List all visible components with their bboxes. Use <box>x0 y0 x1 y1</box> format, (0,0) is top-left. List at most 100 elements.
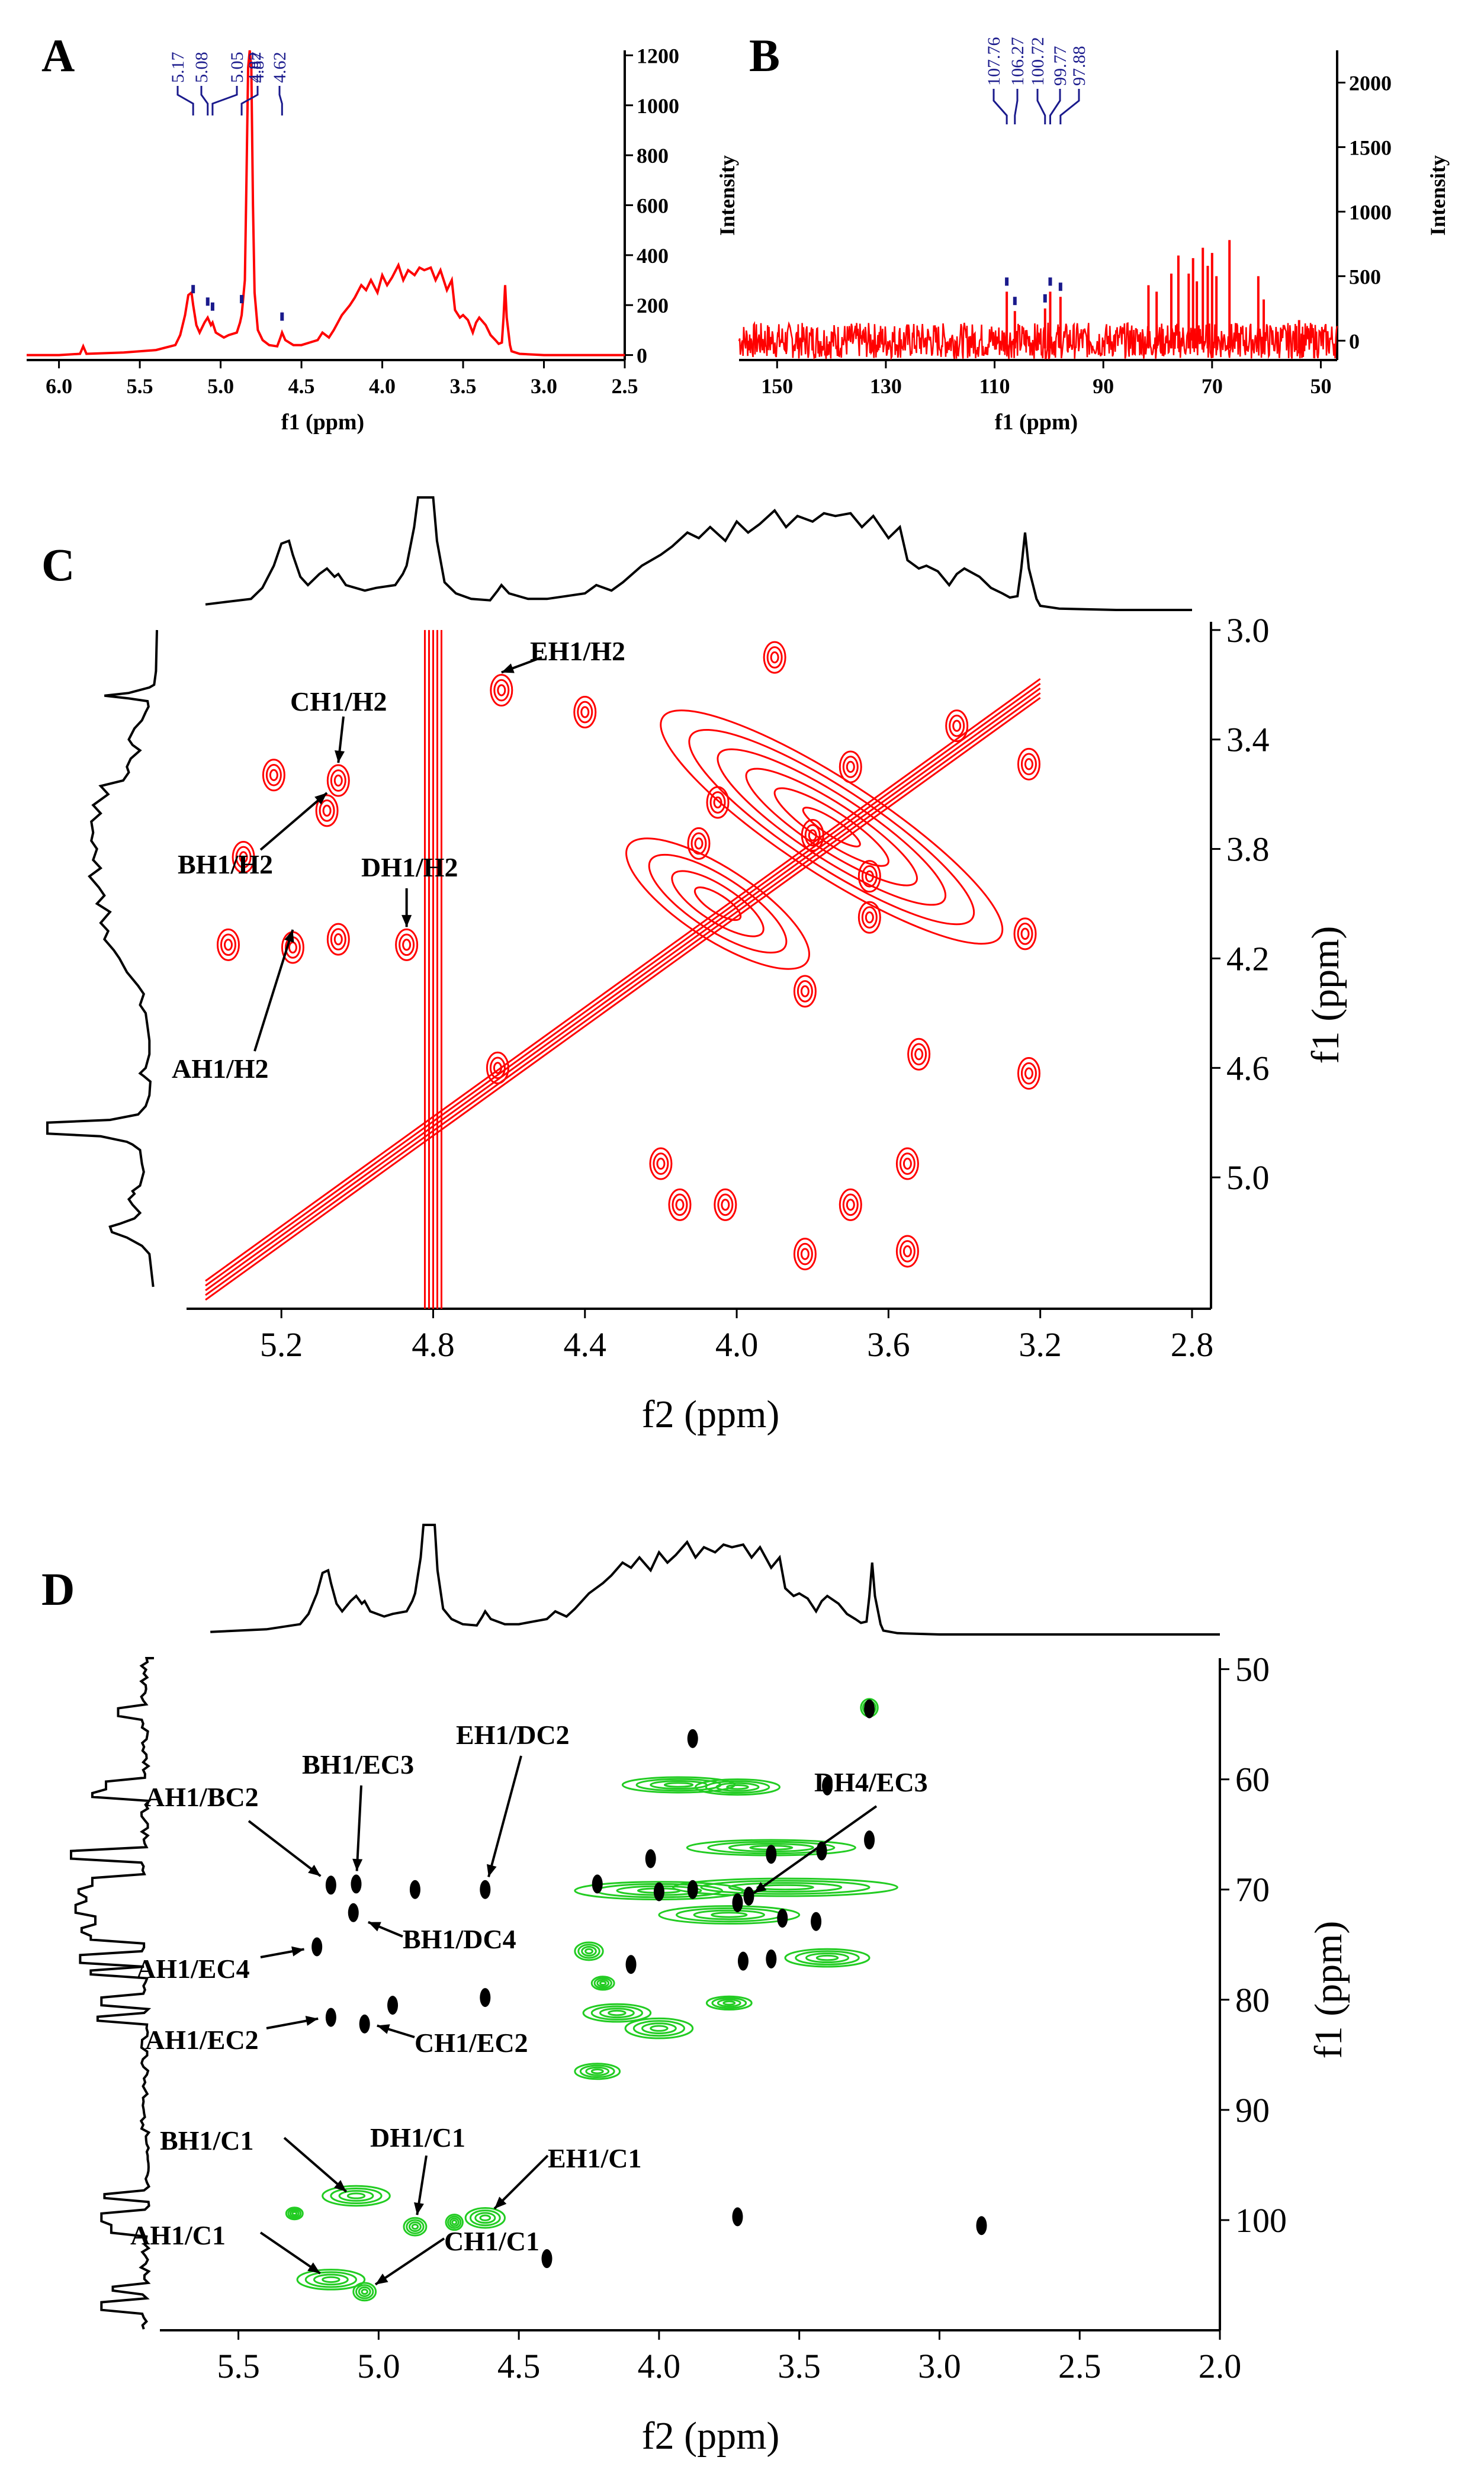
panel-c-y-tick-label: 3.8 <box>1226 830 1270 869</box>
panel-d-black-peak <box>976 2216 987 2236</box>
panel-c-cross-peak <box>763 641 786 674</box>
panel-c-cross-peak <box>333 774 343 787</box>
panel-b-peak-label: 99.77 <box>1051 46 1070 86</box>
panel-d-black-peak <box>480 1988 491 2008</box>
panel-d-annotation-arrowhead <box>352 1858 363 1871</box>
panel-a-x-tick-label: 4.5 <box>288 374 315 398</box>
panel-b-label-leader <box>1049 89 1061 124</box>
panel-c-x-tick-label: 4.0 <box>715 1325 759 1364</box>
panel-d-y-tick-label: 80 <box>1235 1981 1270 2019</box>
panel-d-green-peak <box>596 1979 610 1987</box>
panel-d-black-peak <box>351 1874 362 1894</box>
panel-c-cross-peak <box>497 684 506 696</box>
panel-d-annotation-arrowhead <box>307 2262 320 2273</box>
panel-c-cross-peak <box>839 1188 862 1221</box>
panel-d-green-peak <box>705 1780 770 1794</box>
panel-a-y-tick-label: 1000 <box>637 94 679 118</box>
panel-d-annotation-arrowhead <box>333 2180 346 2192</box>
panel-c-diagonal <box>205 683 1041 1287</box>
panel-c-cross-peak <box>1020 753 1037 776</box>
panel-a-label-leader <box>200 86 209 115</box>
panel-c-cross-peak <box>706 786 730 819</box>
panel-c-diagonal-cluster <box>802 807 861 847</box>
panel-c-cross-peak <box>322 804 332 817</box>
panel-a-x-tick-label: 3.0 <box>531 374 557 398</box>
panel-d-annotation-label: AH1/EC4 <box>136 1954 250 1984</box>
panel-d-green-peak <box>693 1909 765 1920</box>
panel-c-cross-peak <box>486 1051 509 1084</box>
panel-d-green-peak <box>585 2066 610 2076</box>
panel-a-spectrum-line <box>27 50 625 357</box>
panel-a-y-tick-label: 800 <box>637 144 669 168</box>
panel-c-cross-peak <box>895 1147 919 1180</box>
panel-d-green-peak <box>641 2022 677 2035</box>
panel-d-annotation-label: EH1/C1 <box>548 2143 641 2173</box>
panel-c: C 5.2 4.8 4.4 4.0 3.6 3.2 2.8 3.0 3.4 3.8 4.2 4.6 5.… <box>41 496 1347 1436</box>
panel-c-y-tick-label: 4.6 <box>1226 1049 1270 1087</box>
panel-d-black-peak <box>743 1886 754 1906</box>
panel-b-label: B <box>749 30 780 81</box>
panel-d-black-peak <box>732 1893 743 1913</box>
panel-d-green-peak <box>287 2208 302 2219</box>
panel-d-x-tick-label: 2.0 <box>1199 2347 1242 2385</box>
panel-c-cross-peak <box>395 928 419 961</box>
panel-d-green-peak <box>408 2221 422 2233</box>
panel-d-green-peak <box>717 1999 741 2008</box>
panel-a-y-tick-label: 0 <box>637 344 647 368</box>
panel-d-green-peak <box>574 2063 621 2080</box>
panel-c-y-tick-label: 3.0 <box>1226 611 1270 650</box>
panel-c-y-tick-label: 5.0 <box>1226 1158 1270 1197</box>
panel-d-green-peak <box>479 2214 492 2221</box>
panel-d-green-peak <box>313 2273 349 2286</box>
panel-d-green-peak <box>449 2217 460 2227</box>
panel-d-black-peak <box>864 1699 875 1719</box>
panel-d-annotation-arrowhead <box>375 2273 388 2285</box>
panel-c-cross-peak <box>330 928 346 950</box>
panel-c-cross-peak <box>793 975 817 1008</box>
panel-c-cross-peak <box>326 764 350 797</box>
panel-b-label-leader <box>1014 89 1019 124</box>
panel-d-black-peak <box>645 1849 656 1868</box>
panel-d-green-peak <box>574 1941 604 1961</box>
panel-c-cross-peak <box>319 799 335 822</box>
panel-c-diagonal-cluster <box>671 870 765 937</box>
panel-b-x-tick-label: 150 <box>761 374 793 398</box>
panel-a-y-tick-label: 600 <box>637 194 669 218</box>
panel-a-peak-label: 4.82 <box>245 52 265 83</box>
panel-d-green-peak <box>590 2005 643 2021</box>
panel-d-green-peak <box>694 1778 781 1796</box>
panel-c-cross-peak <box>899 1240 916 1263</box>
panel-d-annotation-arrow <box>355 1785 362 1871</box>
panel-b-x-tick-label: 110 <box>979 374 1010 398</box>
panel-d-black-peak <box>625 1955 637 1974</box>
panel-d-annotation-label: BH1/EC3 <box>302 1749 414 1780</box>
panel-a-x-tick-label: 4.0 <box>369 374 396 398</box>
panel-c-x-tick-label: 2.8 <box>1171 1325 1214 1364</box>
panel-c-cross-peak <box>721 1199 730 1211</box>
panel-d-black-peak <box>653 1882 664 1902</box>
panel-d-green-peak <box>805 1952 850 1964</box>
panel-d-annotation-arrow <box>248 1820 322 1877</box>
panel-c-cross-peak <box>1017 747 1040 781</box>
panel-d-green-peak <box>322 2276 341 2283</box>
panel-c-annotation-label: CH1/H2 <box>290 686 387 717</box>
panel-b-ylabel: Intensity <box>1426 155 1450 236</box>
panel-d-green-peak <box>795 1950 860 1965</box>
panel-b-y-tick-label: 500 <box>1349 265 1381 288</box>
panel-c-cross-peak <box>911 1043 927 1066</box>
panel-b-x-tick-label: 90 <box>1093 374 1114 398</box>
panel-c-cross-peak <box>1020 927 1030 940</box>
panel-a-peak-label: 4.87 <box>248 52 268 83</box>
panel-d-green-peak <box>577 1944 600 1959</box>
panel-a-peak-label: 5.08 <box>192 52 211 83</box>
panel-c-cross-peak <box>945 709 969 743</box>
panel-c-cross-peak <box>842 756 859 778</box>
panel-c-cross-peak <box>580 706 590 718</box>
panel-c-top-projection <box>205 496 1192 611</box>
panel-a-x-tick-label: 5.5 <box>127 374 153 398</box>
panel-b-label-leader <box>992 89 1008 124</box>
panel-c-cross-peak <box>490 674 513 707</box>
panel-d-green-peak <box>590 1976 615 1991</box>
panel-b-y-tick-label: 1000 <box>1349 200 1392 224</box>
panel-c-y-tick-label: 4.2 <box>1226 939 1270 978</box>
